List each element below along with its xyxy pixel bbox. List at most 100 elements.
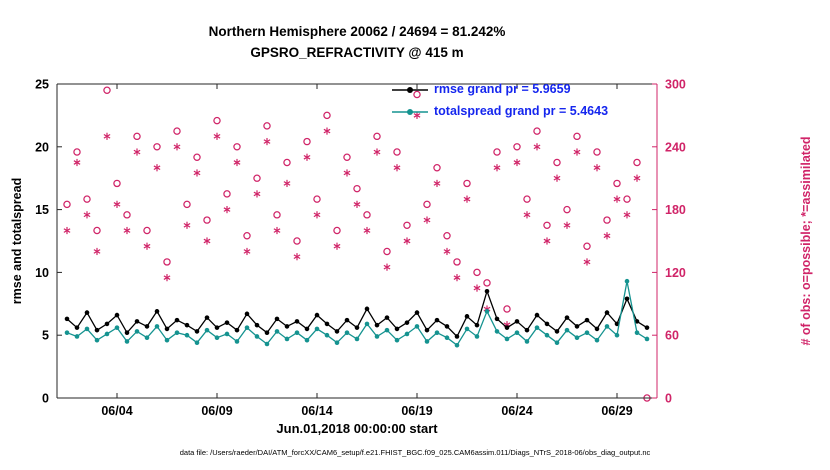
obs-assimilated-marker [473,285,481,291]
obs-assimilated-marker [543,238,551,244]
totalspread-marker [384,327,390,333]
obs-assimilated-marker [253,191,261,197]
obs-possible-marker [73,148,81,156]
obs-assimilated-marker [493,165,501,171]
rmse-marker [624,296,630,302]
totalspread-marker [284,336,290,342]
obs-assimilated-marker [213,134,221,139]
totalspread-marker [514,330,520,335]
obs-possible-marker [203,216,211,224]
obs-possible-marker [593,148,601,156]
totalspread-marker [234,339,240,344]
totalspread-marker [304,337,310,343]
obs-possible-marker [293,237,301,245]
obs-possible-marker [303,137,311,146]
rmse-marker [184,322,190,328]
obs-assimilated-marker [463,196,471,202]
rmse-marker [574,324,580,329]
totalspread-marker [264,341,270,347]
obs-possible-marker [533,127,541,135]
obs-possible-marker [343,153,351,161]
rmse-marker [214,325,220,330]
totalspread-marker [154,324,160,329]
rmse-marker [324,321,330,327]
obs-assimilated-marker [633,175,641,181]
rmse-marker [434,317,440,323]
obs-possible-marker [193,153,201,161]
obs-assimilated-marker [403,238,411,244]
obs-possible-marker [333,226,341,235]
obs-assimilated-marker [593,165,601,171]
obs-possible-marker [403,221,411,230]
rmse-marker [644,325,650,330]
totalspread-marker [314,326,320,332]
left-tick-label: 10 [35,266,49,280]
totalspread-marker [644,336,650,342]
rmse-marker [314,312,320,318]
obs-assimilated-marker [123,228,131,233]
obs-assimilated-marker [513,160,521,165]
rmse-marker [354,325,360,330]
rmse-marker [414,310,420,315]
chart-title: Northern Hemisphere 20062 / 24694 = 81.2… [208,24,506,39]
obs-possible-marker [363,211,371,219]
totalspread-marker [184,332,190,338]
totalspread-marker [354,336,360,342]
obs-assimilated-marker [563,222,571,228]
obs-possible-marker [93,226,101,235]
obs-possible-marker [613,179,621,188]
rmse-marker [524,327,530,333]
obs-possible-marker [113,179,121,188]
obs-assimilated-marker [553,175,561,181]
totalspread-marker [404,331,410,337]
totalspread-marker [614,332,620,338]
obs-possible-marker [183,200,191,209]
totalspread-marker [274,329,280,334]
rmse-marker [394,326,400,332]
totalspread-marker [74,334,80,339]
rmse-marker [514,319,520,324]
obs-possible-marker [283,158,291,167]
rmse-marker [604,310,610,315]
rmse-marker [494,316,500,322]
obs-assimilated-marker [453,275,461,280]
legend-sample-dot [407,109,413,115]
obs-possible-marker [463,179,471,188]
totalspread-marker [224,331,230,337]
right-tick-label: 60 [665,329,679,343]
totalspread-marker [464,326,470,332]
legend-label-rmse: rmse grand pr = 5.9659 [434,82,571,96]
rmse-marker [284,324,290,329]
x-tick-label: 06/04 [101,404,132,418]
obs-assimilated-marker [603,233,611,239]
totalspread-marker [434,330,440,335]
totalspread-marker [94,337,100,343]
rmse-marker [264,330,270,335]
obs-possible-marker [623,195,631,203]
obs-possible-marker [83,195,91,203]
totalspread-marker [114,325,120,330]
obs-possible-marker [163,258,171,266]
totalspread-marker [634,330,640,335]
data-file-caption: data file: /Users/raeder/DAI/ATM_forcXX/… [179,448,651,457]
obs-possible-marker [543,221,551,230]
obs-assimilated-marker [363,228,371,233]
obs-possible-marker [313,195,321,203]
obs-assimilated-marker [613,196,621,202]
chart-subtitle: GPSRO_REFRACTIVITY @ 415 m [250,45,464,60]
obs-assimilated-marker [483,306,491,312]
obs-possible-marker [583,242,591,250]
rmse-marker [594,326,600,332]
obs-possible-marker [173,127,181,135]
rmse-marker [174,317,180,323]
rmse-marker [224,320,230,325]
rmse-marker [64,316,70,322]
rmse-marker [424,327,430,333]
totalspread-marker [494,329,500,334]
totalspread-marker [164,337,170,343]
obs-possible-marker [493,148,501,156]
obs-possible-marker [413,90,421,99]
obs-possible-marker [223,190,231,198]
